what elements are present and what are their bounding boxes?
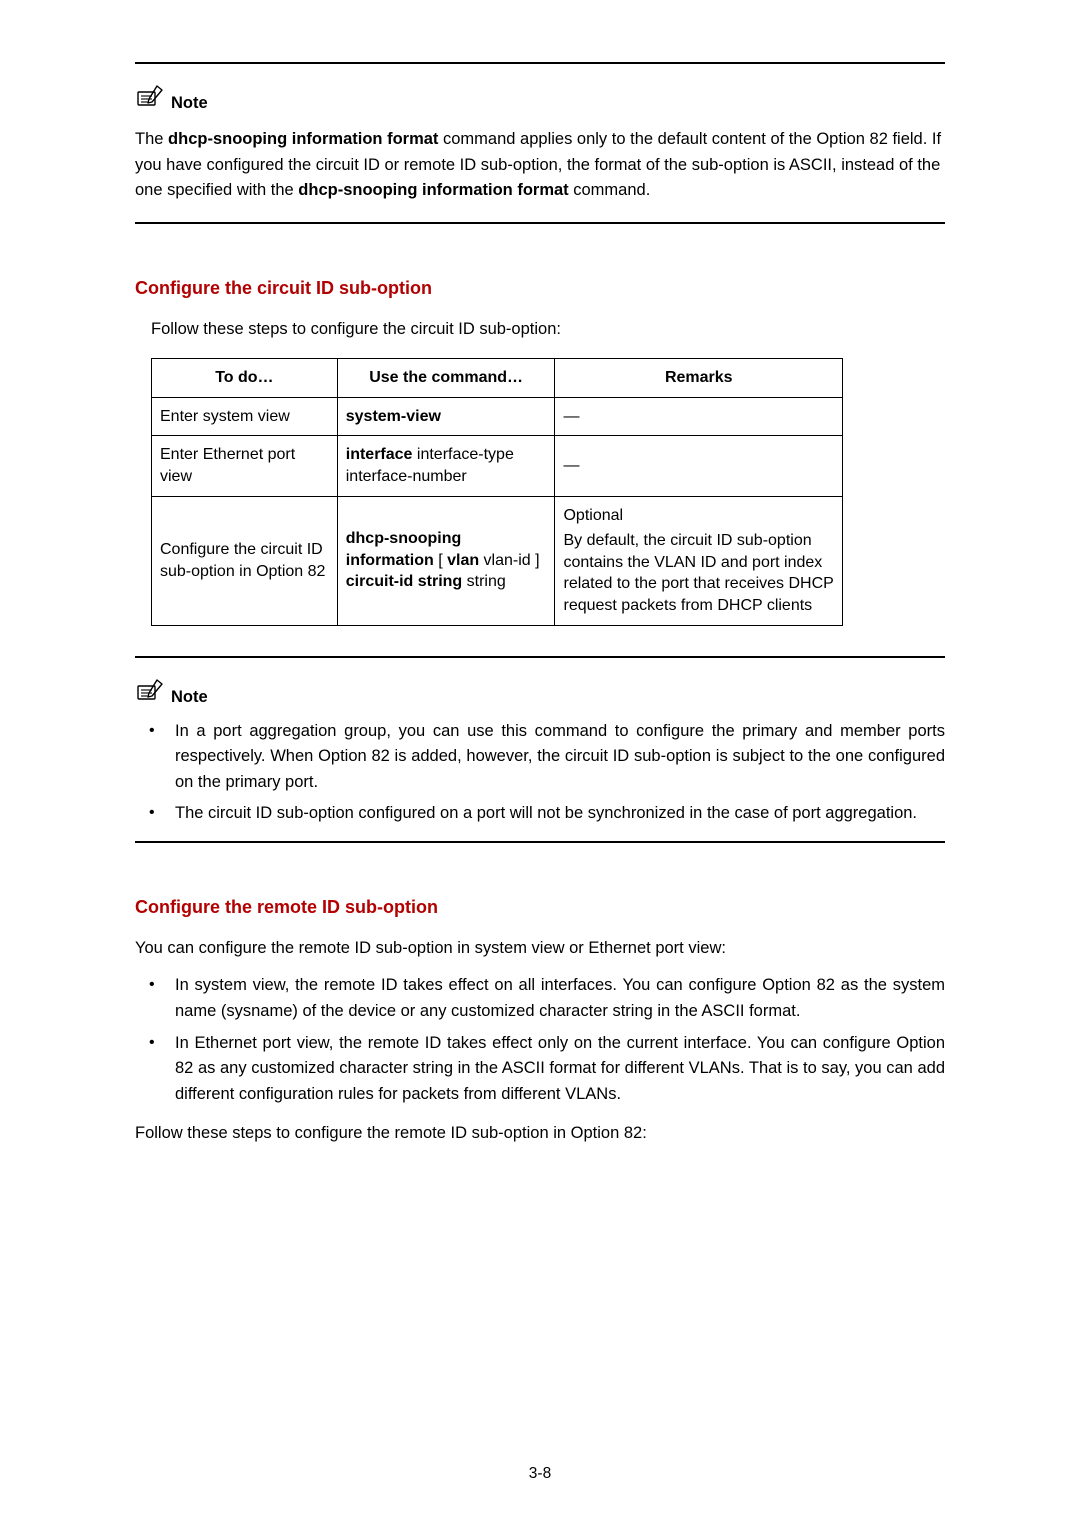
table-header-remarks: Remarks [555, 359, 843, 398]
horizontal-rule [135, 656, 945, 658]
cell-remarks: — [555, 436, 843, 496]
list-item: In Ethernet port view, the remote ID tak… [135, 1031, 945, 1108]
follow-text: Follow these steps to configure the remo… [135, 1121, 945, 1147]
command-bold: system-view [346, 408, 441, 425]
horizontal-rule [135, 841, 945, 843]
command-plain: vlan-id ] [479, 552, 539, 569]
text-fragment: The [135, 130, 168, 148]
note-header: Note [135, 84, 945, 113]
pencil-note-icon [135, 678, 165, 707]
table-row: Configure the circuit ID sub-option in O… [152, 496, 843, 625]
table-row: Enter system view system-view — [152, 397, 843, 436]
command-bold: vlan [447, 552, 479, 569]
cell-todo: Enter system view [152, 397, 338, 436]
note-header: Note [135, 678, 945, 707]
list-item: The circuit ID sub-option configured on … [135, 801, 945, 827]
command-name: dhcp-snooping information format [168, 130, 438, 148]
list-item: In a port aggregation group, you can use… [135, 719, 945, 796]
command-table: To do… Use the command… Remarks Enter sy… [151, 358, 843, 625]
horizontal-rule [135, 62, 945, 64]
section-heading-circuit-id: Configure the circuit ID sub-option [135, 278, 945, 299]
cell-command: system-view [337, 397, 555, 436]
page-number: 3-8 [0, 1465, 1080, 1483]
command-bold: interface [346, 446, 413, 463]
section-intro: You can configure the remote ID sub-opti… [135, 936, 945, 962]
note-bullet-list: In a port aggregation group, you can use… [135, 719, 945, 827]
command-name: dhcp-snooping information format [298, 181, 568, 199]
note-body: The dhcp-snooping information format com… [135, 127, 945, 204]
text-fragment: command. [569, 181, 651, 199]
command-plain: string [462, 573, 506, 590]
table-row: Enter Ethernet port view interface inter… [152, 436, 843, 496]
document-page: Note The dhcp-snooping information forma… [0, 0, 1080, 1527]
command-bold: circuit-id string [346, 573, 462, 590]
list-item: In system view, the remote ID takes effe… [135, 973, 945, 1024]
cell-command: dhcp-snooping information [ vlan vlan-id… [337, 496, 555, 625]
table-header-row: To do… Use the command… Remarks [152, 359, 843, 398]
note-label: Note [171, 94, 208, 113]
table-header-todo: To do… [152, 359, 338, 398]
command-plain: [ [434, 552, 447, 569]
note-block: Note The dhcp-snooping information forma… [135, 84, 945, 204]
cell-todo: Configure the circuit ID sub-option in O… [152, 496, 338, 625]
remarks-line: By default, the circuit ID sub-option co… [563, 530, 834, 616]
horizontal-rule [135, 222, 945, 224]
note-label: Note [171, 688, 208, 707]
pencil-note-icon [135, 84, 165, 113]
section-heading-remote-id: Configure the remote ID sub-option [135, 897, 945, 918]
note-block: Note In a port aggregation group, you ca… [135, 678, 945, 827]
cell-remarks: — [555, 397, 843, 436]
table-header-command: Use the command… [337, 359, 555, 398]
cell-command: interface interface-type interface-numbe… [337, 436, 555, 496]
cell-todo: Enter Ethernet port view [152, 436, 338, 496]
remote-bullet-list: In system view, the remote ID takes effe… [135, 973, 945, 1107]
cell-remarks: Optional By default, the circuit ID sub-… [555, 496, 843, 625]
remarks-line: Optional [563, 505, 834, 527]
section-intro: Follow these steps to configure the circ… [151, 317, 945, 343]
